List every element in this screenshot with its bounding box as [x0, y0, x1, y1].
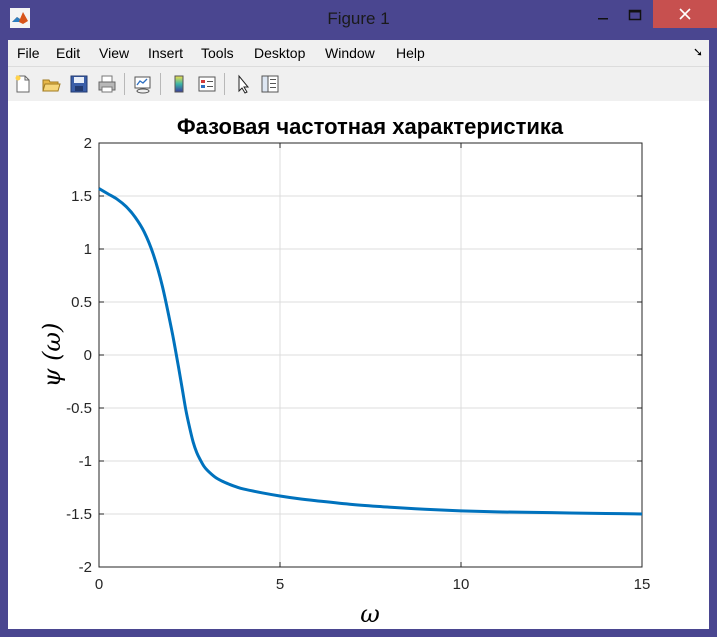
matlab-logo-icon — [10, 8, 30, 28]
new-figure-icon[interactable] — [13, 74, 33, 94]
menu-view[interactable]: View — [99, 45, 130, 61]
minimize-button[interactable] — [580, 0, 626, 30]
y-tick-label: 2 — [84, 135, 92, 152]
figure-canvas: Фазовая частотная характеристика 0 5 10 15 … — [8, 101, 709, 629]
edit-plot-icon[interactable] — [233, 74, 253, 94]
chart[interactable]: Фазовая частотная характеристика 0 5 10 15 … — [8, 101, 709, 629]
menu-file[interactable]: File — [17, 45, 40, 61]
series-lines — [98, 187, 643, 516]
x-tick-label: 10 — [453, 576, 470, 593]
y-tick-label: 0.5 — [71, 294, 92, 311]
y-tick-label: 1.5 — [71, 188, 92, 205]
y-tick-label: -0.5 — [66, 400, 92, 417]
menu-edit[interactable]: Edit — [56, 45, 81, 61]
grid-lines — [99, 143, 642, 567]
link-plot-icon[interactable] — [133, 74, 153, 94]
window-title: Figure 1 — [327, 9, 390, 28]
menu-bar: File Edit View Insert Tools Desktop Wind… — [8, 40, 709, 66]
minimize-icon — [598, 18, 608, 20]
close-button[interactable] — [653, 0, 717, 28]
menu-help[interactable]: Help — [396, 45, 425, 61]
tick-marks — [98, 142, 643, 568]
y-tick-label: -1.5 — [66, 506, 92, 523]
toolbar-separator — [124, 73, 125, 95]
series-line — [98, 187, 643, 516]
chart-title: Фазовая частотная характеристика — [177, 114, 564, 139]
save-icon[interactable] — [69, 74, 89, 94]
print-icon[interactable] — [97, 74, 117, 94]
title-bar[interactable]: Figure 1 — [0, 0, 717, 36]
open-file-icon[interactable] — [41, 74, 61, 94]
maximize-icon — [628, 9, 642, 21]
toolbar-separator — [160, 73, 161, 95]
menu-dock-arrow-icon[interactable]: ➘ — [692, 45, 703, 59]
maximize-button[interactable] — [612, 0, 658, 30]
close-icon — [679, 8, 691, 20]
x-tick-label: 0 — [95, 576, 103, 593]
y-tick-label: -1 — [79, 453, 92, 470]
y-tick-label: -2 — [79, 559, 92, 576]
menu-tools[interactable]: Tools — [201, 45, 234, 61]
menu-window[interactable]: Window — [325, 45, 375, 61]
menu-insert[interactable]: Insert — [148, 45, 184, 61]
y-axis-label: ψ (ω) — [38, 323, 66, 388]
toolbar-separator — [224, 73, 225, 95]
menu-desktop[interactable]: Desktop — [254, 45, 306, 61]
y-tick-label: 0 — [84, 347, 92, 364]
y-tick-label: 1 — [84, 241, 92, 258]
insert-legend-icon[interactable] — [197, 74, 217, 94]
insert-colorbar-icon[interactable] — [169, 74, 189, 94]
x-tick-label: 15 — [634, 576, 651, 593]
x-tick-labels: 0 5 10 15 — [95, 576, 651, 593]
open-property-inspector-icon[interactable] — [260, 74, 280, 94]
toolbar — [8, 66, 709, 101]
x-tick-label: 5 — [276, 576, 284, 593]
x-axis-label: ω — [360, 600, 380, 628]
y-tick-labels: 2 1.5 1 0.5 0 -0.5 -1 -1.5 -2 — [66, 135, 92, 576]
